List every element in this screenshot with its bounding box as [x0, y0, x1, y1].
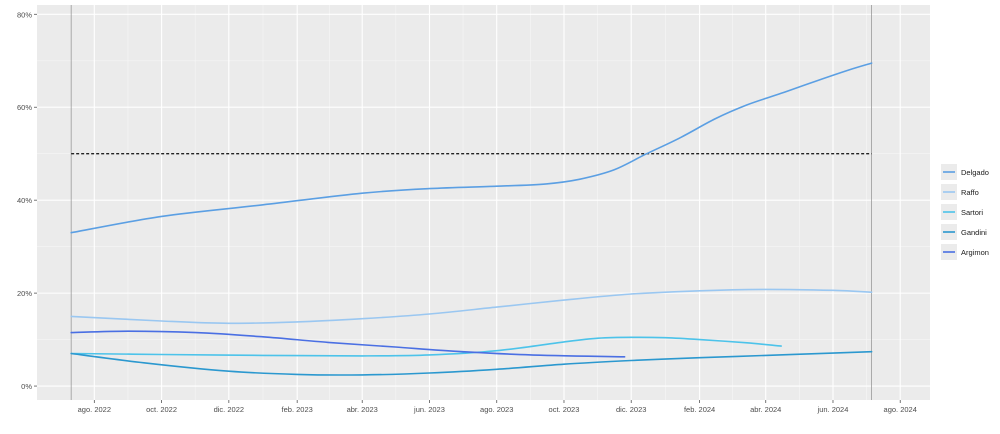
x-tick-label: jun. 2024 — [817, 405, 849, 414]
legend-label-argimon: Argimon — [961, 248, 989, 257]
series-line-raffo — [70, 288, 873, 325]
x-tick-label: abr. 2023 — [347, 405, 378, 414]
plot-panel — [37, 5, 930, 400]
y-tick-label: 80% — [17, 10, 32, 19]
legend-label-raffo: Raffo — [961, 188, 979, 197]
legend-label-gandini: Gandini — [961, 228, 987, 237]
x-tick-label: ago. 2024 — [884, 405, 917, 414]
series-line-argimon — [70, 330, 626, 358]
y-tick-label: 60% — [17, 103, 32, 112]
x-tick-label: abr. 2024 — [750, 405, 781, 414]
x-tick-label: dic. 2023 — [616, 405, 646, 414]
series-line-gandini — [70, 350, 873, 376]
y-tick-label: 40% — [17, 196, 32, 205]
x-tick-label: oct. 2022 — [146, 405, 177, 414]
x-tick-label: feb. 2023 — [282, 405, 313, 414]
x-tick-label: dic. 2022 — [214, 405, 244, 414]
series-line-sartori — [70, 336, 782, 357]
legend-label-sartori: Sartori — [961, 208, 983, 217]
y-tick-label: 20% — [17, 289, 32, 298]
y-tick-label: 0% — [21, 382, 32, 391]
x-tick-label: ago. 2023 — [480, 405, 513, 414]
x-tick-label: jun. 2023 — [413, 405, 445, 414]
x-tick-label: feb. 2024 — [684, 405, 715, 414]
legend-label-delgado: Delgado — [961, 168, 989, 177]
series-line-delgado — [70, 62, 873, 234]
x-tick-label: ago. 2022 — [78, 405, 111, 414]
x-tick-label: oct. 2023 — [549, 405, 580, 414]
